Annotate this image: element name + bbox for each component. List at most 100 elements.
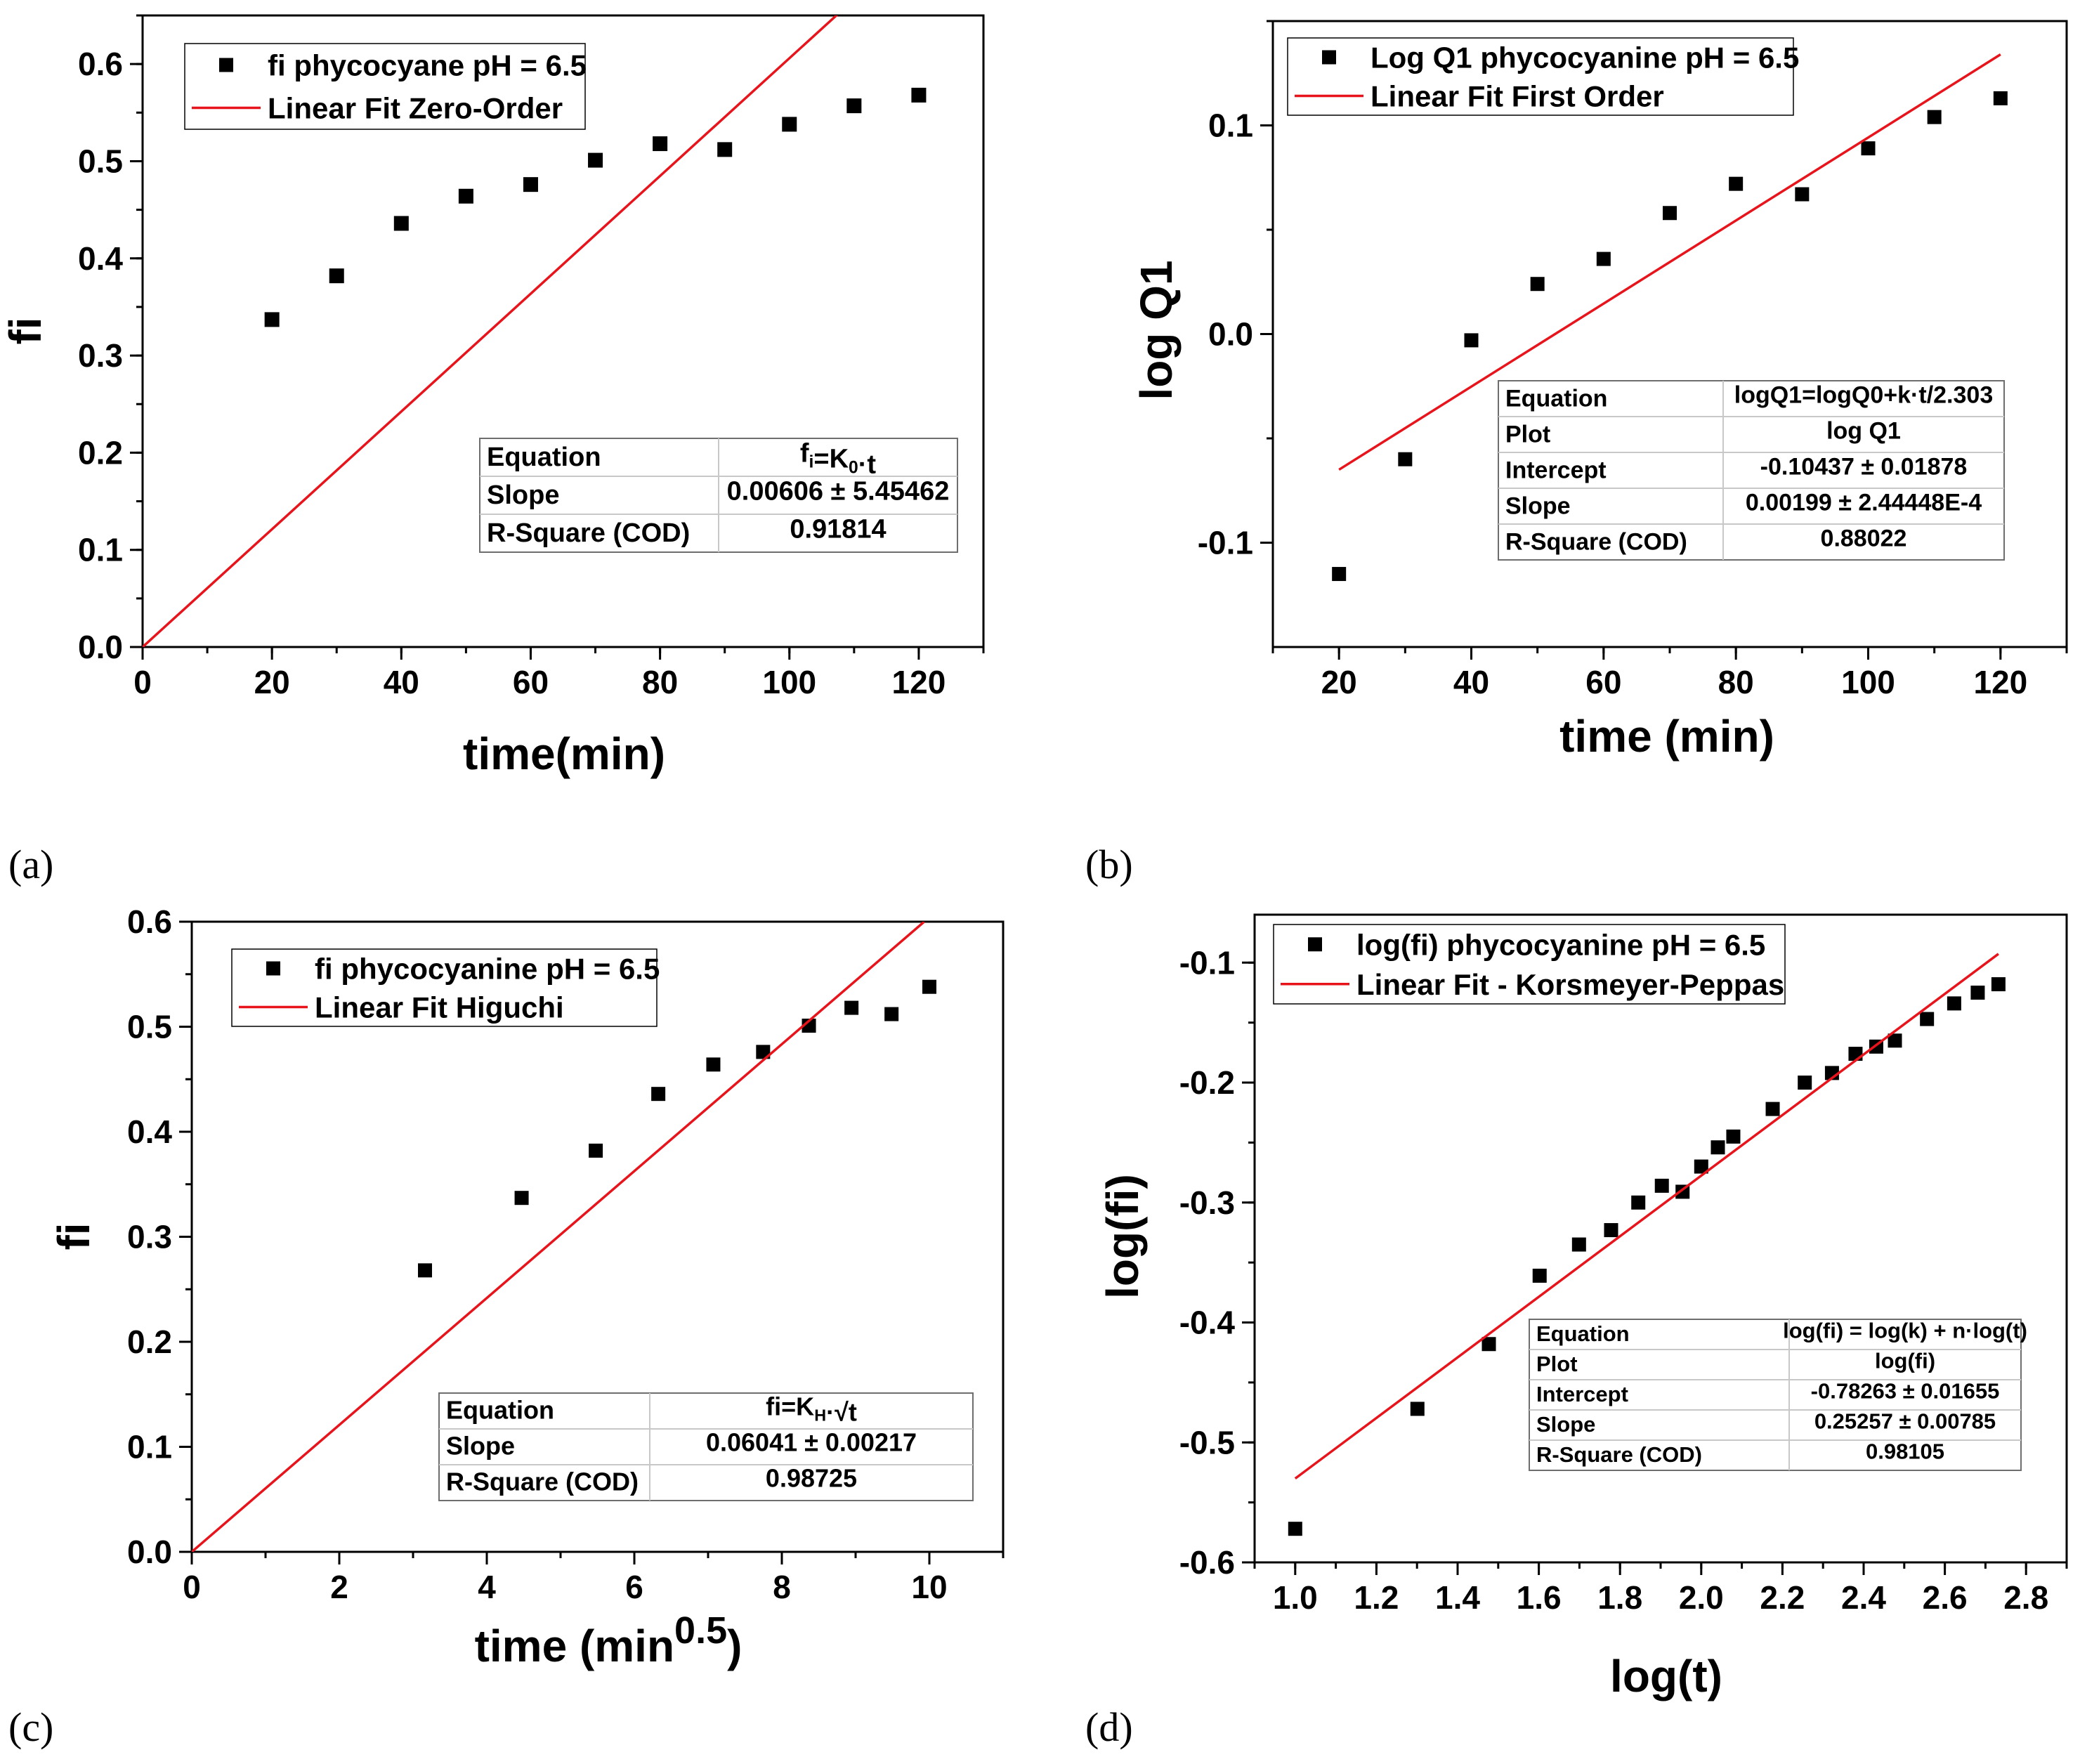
panel-label: (d) (1085, 1704, 1133, 1750)
x-axis-title: time (min) (1559, 711, 1774, 762)
data-point (1663, 206, 1677, 221)
x-tick-label: 80 (1718, 664, 1754, 700)
data-point (651, 1087, 666, 1102)
fit-table-frame (438, 1392, 974, 1501)
x-tick-label: 2.2 (1760, 1579, 1805, 1616)
x-tick-label: 120 (892, 664, 946, 700)
data-point (1631, 1195, 1646, 1210)
x-tick-label: 10 (911, 1569, 947, 1605)
data-point (514, 1191, 529, 1206)
fit-table: Equation log(fi) = log(k) + n·log(t) Plot l… (1529, 1319, 2027, 1471)
fit-table-value: log Q1 (1826, 418, 1901, 445)
y-tick-label: 0.4 (127, 1113, 172, 1150)
data-point (1970, 985, 1985, 1000)
data-point (782, 117, 797, 132)
fit-table-value: 0.88022 (1821, 525, 1907, 552)
x-tick-label: 1.8 (1597, 1579, 1642, 1616)
data-point (884, 1007, 899, 1021)
data-point (717, 142, 733, 157)
x-axis-title: time (min0.5) (475, 1609, 743, 1671)
data-point (1848, 1047, 1863, 1061)
y-tick-label: 0.0 (127, 1534, 172, 1570)
y-tick-label: -0.2 (1179, 1064, 1235, 1101)
fit-table-value: 0.25257 ± 0.00785 (1814, 1409, 1996, 1434)
fit-table-key: Equation (1536, 1321, 1630, 1346)
data-point (1288, 1522, 1302, 1536)
data-point (1861, 141, 1876, 156)
y-tick-label: 0.2 (127, 1324, 172, 1360)
x-tick-label: 1.6 (1517, 1579, 1562, 1616)
x-tick-label: 6 (625, 1569, 643, 1605)
data-point (846, 98, 862, 114)
data-point (1654, 1178, 1669, 1193)
x-tick-label: 2.8 (2003, 1579, 2048, 1616)
fit-table-value: 0.98105 (1866, 1439, 1944, 1464)
x-axis-title: time(min) (463, 729, 665, 779)
x-tick-label: 2.6 (1923, 1579, 1968, 1616)
data-point (1604, 1223, 1618, 1238)
plot-area (1332, 53, 2008, 582)
data-point (1947, 996, 1961, 1011)
x-tick-label: 1.0 (1273, 1579, 1318, 1616)
data-point (329, 268, 344, 284)
fit-line (1294, 953, 1999, 1480)
fit-line (192, 922, 925, 1552)
fit-table-key: Intercept (1505, 457, 1607, 484)
legend-marker-swatch (219, 58, 233, 72)
data-point (911, 87, 927, 103)
y-tick-label: -0.5 (1179, 1424, 1235, 1461)
y-tick-label: 0.2 (78, 434, 123, 471)
y-tick-label: -0.4 (1179, 1305, 1236, 1341)
y-tick-label: 0.5 (78, 143, 123, 179)
data-point (418, 1263, 433, 1278)
data-point (1798, 1076, 1812, 1090)
y-tick-label: 0.1 (1208, 107, 1253, 144)
data-point (1711, 1140, 1725, 1155)
data-point (1694, 1159, 1708, 1174)
y-tick-label: 0.5 (127, 1009, 172, 1045)
fit-table-value: fi=K0·t (800, 438, 877, 479)
x-tick-label: 4 (478, 1569, 496, 1605)
x-tick-label: 2.0 (1679, 1579, 1724, 1616)
x-tick-label: 20 (1321, 664, 1357, 700)
data-point (844, 1000, 859, 1015)
panel-label: (b) (1085, 842, 1133, 887)
fit-table-key: R-Square (COD) (1536, 1442, 1702, 1467)
data-point (756, 1045, 771, 1059)
fit-table-value: 0.91814 (790, 514, 886, 544)
y-tick-label: 0.1 (127, 1429, 172, 1465)
fit-table-key: R-Square (COD) (446, 1468, 639, 1496)
legend: Log Q1 phycocyanine pH = 6.5 Linear Fit F… (1287, 37, 1799, 116)
legend-label: Log Q1 phycocyanine pH = 6.5 (1371, 41, 1799, 74)
data-point (588, 152, 603, 168)
plot-area (1288, 953, 2006, 1536)
fit-table-value: -0.10437 ± 0.01878 (1760, 454, 1968, 481)
data-point (1920, 1012, 1935, 1026)
legend-box (184, 43, 586, 130)
data-point (1464, 333, 1479, 348)
x-tick-label: 80 (642, 664, 678, 700)
x-tick-label: 1.2 (1354, 1579, 1399, 1616)
fit-table-value: 0.00606 ± 5.45462 (727, 476, 950, 506)
y-tick-label: -0.1 (1198, 525, 1253, 561)
panel-label: (a) (8, 842, 53, 887)
y-axis-title: log(fi) (1097, 1174, 1148, 1299)
x-tick-label: 0 (183, 1569, 201, 1605)
chart-panel-d: -0.6 -0.5 -0.4 -0.3 -0.2 -0.1 1.0 1.2 1.4 1.6 1.8 2… (1085, 913, 2068, 1750)
legend-label: log(fi) phycocyanine pH = 6.5 (1356, 928, 1765, 961)
data-point (1795, 187, 1810, 202)
fit-table-frame (1498, 380, 2005, 561)
data-point (264, 312, 280, 327)
fit-table-value: -0.78263 ± 0.01655 (1811, 1379, 2000, 1404)
y-axis-title: fi (48, 1222, 99, 1250)
fit-table: Equation fi=K0·t Slope 0.00606 ± 5.45462 R-S… (479, 438, 958, 553)
fit-table-value: 0.00199 ± 2.44448E-4 (1746, 490, 1982, 516)
fit-table-frame (1529, 1319, 2022, 1471)
data-point (802, 1019, 816, 1033)
fit-table-key: Slope (1505, 493, 1571, 520)
x-tick-label: 60 (1585, 664, 1621, 700)
data-point (393, 216, 409, 231)
x-tick-label: 40 (384, 664, 419, 700)
data-point (523, 177, 538, 192)
